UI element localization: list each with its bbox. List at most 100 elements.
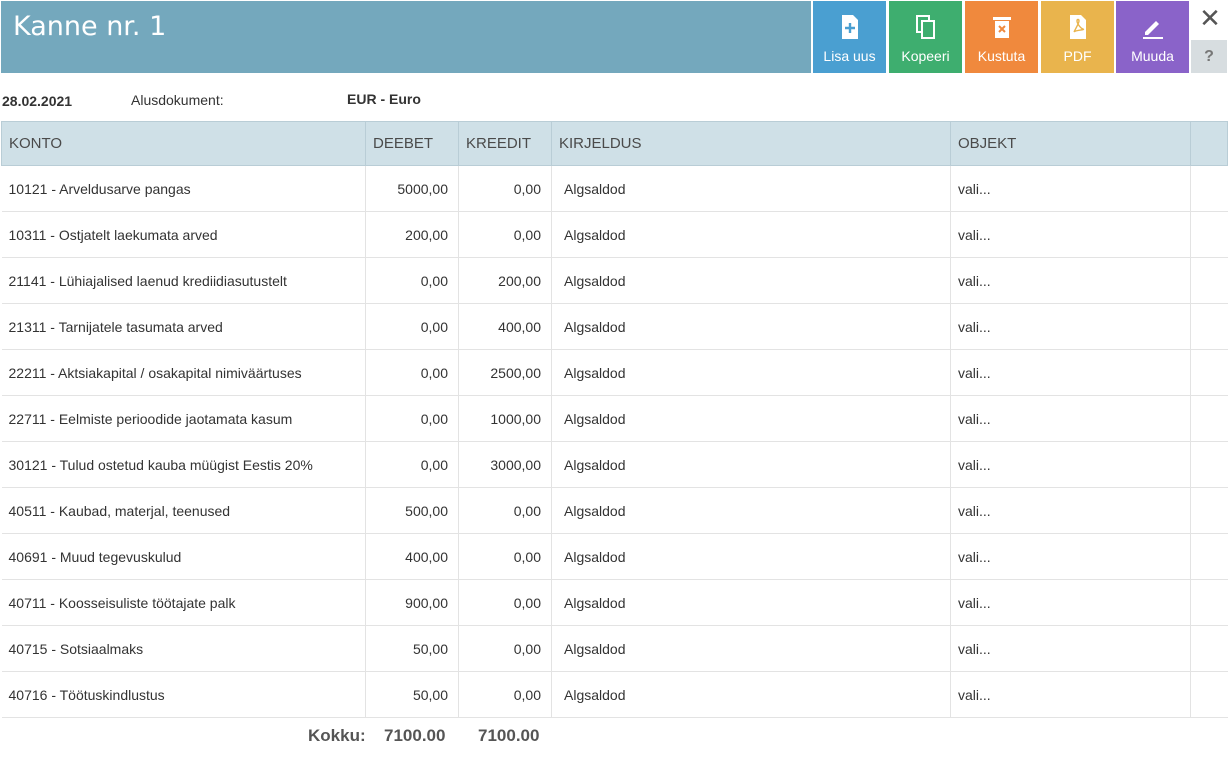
cell-kreedit: 0,00 <box>458 211 552 258</box>
row-spacer <box>1190 441 1228 488</box>
cell-deebet: 500,00 <box>365 487 459 534</box>
cell-kreedit: 0,00 <box>458 487 552 534</box>
cell-kirjeldus: Algsaldod <box>551 579 951 626</box>
edit-label: Muuda <box>1131 48 1174 64</box>
cell-deebet: 0,00 <box>365 395 459 442</box>
column-header-kirjeldus[interactable]: KIRJELDUS <box>551 121 951 166</box>
cell-kirjeldus: Algsaldod <box>551 165 951 212</box>
table-row[interactable]: 22711 - Eelmiste perioodide jaotamata ka… <box>1 395 1228 442</box>
cell-kirjeldus: Algsaldod <box>551 625 951 672</box>
cell-deebet: 50,00 <box>365 671 459 718</box>
cell-objekt[interactable]: vali... <box>950 257 1191 304</box>
column-header-konto[interactable]: KONTO <box>1 121 366 166</box>
cell-kirjeldus: Algsaldod <box>551 533 951 580</box>
cell-objekt[interactable]: vali... <box>950 395 1191 442</box>
table-header-row: KONTO DEEBET KREEDIT KIRJELDUS OBJEKT <box>1 121 1228 166</box>
cell-kreedit: 0,00 <box>458 165 552 212</box>
add-new-button[interactable]: Lisa uus <box>813 1 886 73</box>
pdf-label: PDF <box>1063 48 1092 64</box>
totals-label: Kokku: <box>308 726 366 745</box>
cell-objekt[interactable]: vali... <box>950 211 1191 258</box>
column-header-objekt[interactable]: OBJEKT <box>950 121 1191 166</box>
cell-konto: 40691 - Muud tegevuskulud <box>1 533 366 580</box>
cell-deebet: 400,00 <box>365 533 459 580</box>
row-spacer <box>1190 487 1228 534</box>
cell-konto: 10121 - Arveldusarve pangas <box>1 165 366 212</box>
cell-kirjeldus: Algsaldod <box>551 487 951 534</box>
pencil-icon <box>1142 21 1163 39</box>
delete-button[interactable]: Kustuta <box>965 1 1038 73</box>
edit-button[interactable]: Muuda <box>1116 1 1189 73</box>
row-spacer <box>1190 211 1228 258</box>
table-row[interactable]: 40691 - Muud tegevuskulud 400,00 0,00 Algsa… <box>1 533 1228 580</box>
cell-konto: 21311 - Tarnijatele tasumata arved <box>1 303 366 350</box>
row-spacer <box>1190 533 1228 580</box>
cell-objekt[interactable]: vali... <box>950 579 1191 626</box>
cell-objekt[interactable]: vali... <box>950 441 1191 488</box>
total-deebet: 7100.00 <box>384 726 446 745</box>
cell-kirjeldus: Algsaldod <box>551 441 951 488</box>
cell-kreedit: 200,00 <box>458 257 552 304</box>
cell-deebet: 0,00 <box>365 349 459 396</box>
row-spacer <box>1190 395 1228 442</box>
total-kreedit: 7100.00 <box>478 726 540 745</box>
table-row[interactable]: 40511 - Kaubad, materjal, teenused 500,00… <box>1 487 1228 534</box>
add-new-label: Lisa uus <box>823 48 876 64</box>
cell-deebet: 0,00 <box>365 257 459 304</box>
cell-kreedit: 400,00 <box>458 303 552 350</box>
table-row[interactable]: 21311 - Tarnijatele tasumata arved 0,00 40… <box>1 303 1228 350</box>
pdf-button[interactable]: PDF <box>1041 1 1114 73</box>
table-row[interactable]: 21141 - Lühiajalised laenud krediidiasut… <box>1 257 1228 304</box>
cell-konto: 30121 - Tulud ostetud kauba müügist Eest… <box>1 441 366 488</box>
cell-konto: 21141 - Lühiajalised laenud krediidiasut… <box>1 257 366 304</box>
cell-kreedit: 2500,00 <box>458 349 552 396</box>
source-document-label: Alusdokument: <box>131 92 224 108</box>
table-row[interactable]: 10121 - Arveldusarve pangas 5000,00 0,00 Al… <box>1 165 1228 212</box>
cell-objekt[interactable]: vali... <box>950 625 1191 672</box>
column-header-deebet[interactable]: DEEBET <box>365 121 459 166</box>
row-spacer <box>1190 165 1228 212</box>
table-row[interactable]: 40716 - Töötuskindlustus 50,00 0,00 Algsald… <box>1 671 1228 718</box>
entries-table: KONTO DEEBET KREEDIT KIRJELDUS OBJEKT 10… <box>1 121 1228 718</box>
column-header-kreedit[interactable]: KREEDIT <box>458 121 552 166</box>
cell-kirjeldus: Algsaldod <box>551 395 951 442</box>
cell-kirjeldus: Algsaldod <box>551 349 951 396</box>
table-row[interactable]: 22211 - Aktsiakapital / osakapital nimiv… <box>1 349 1228 396</box>
cell-kirjeldus: Algsaldod <box>551 211 951 258</box>
row-spacer <box>1190 349 1228 396</box>
cell-konto: 22211 - Aktsiakapital / osakapital nimiv… <box>1 349 366 396</box>
table-row[interactable]: 40715 - Sotsiaalmaks 50,00 0,00 Algsaldod va… <box>1 625 1228 672</box>
row-spacer <box>1190 671 1228 718</box>
cell-objekt[interactable]: vali... <box>950 671 1191 718</box>
table-row[interactable]: 40711 - Koosseisuliste töötajate palk 900… <box>1 579 1228 626</box>
cell-konto: 40711 - Koosseisuliste töötajate palk <box>1 579 366 626</box>
copy-button[interactable]: Kopeeri <box>889 1 962 73</box>
cell-objekt[interactable]: vali... <box>950 349 1191 396</box>
cell-deebet: 5000,00 <box>365 165 459 212</box>
table-row[interactable]: 10311 - Ostjatelt laekumata arved 200,00 0… <box>1 211 1228 258</box>
trash-icon <box>992 17 1011 38</box>
cell-konto: 10311 - Ostjatelt laekumata arved <box>1 211 366 258</box>
help-button[interactable]: ? <box>1191 40 1227 73</box>
column-header-spacer <box>1190 121 1228 166</box>
close-icon[interactable]: ✕ <box>1199 3 1221 33</box>
cell-kreedit: 1000,00 <box>458 395 552 442</box>
cell-kreedit: 0,00 <box>458 579 552 626</box>
cell-kreedit: 3000,00 <box>458 441 552 488</box>
cell-objekt[interactable]: vali... <box>950 487 1191 534</box>
cell-objekt[interactable]: vali... <box>950 165 1191 212</box>
cell-objekt[interactable]: vali... <box>950 303 1191 350</box>
copy-label: Kopeeri <box>901 48 950 64</box>
cell-konto: 40715 - Sotsiaalmaks <box>1 625 366 672</box>
document-date: 28.02.2021 <box>2 93 73 109</box>
copy-icon <box>915 15 935 39</box>
cell-konto: 22711 - Eelmiste perioodide jaotamata ka… <box>1 395 366 442</box>
cell-objekt[interactable]: vali... <box>950 533 1191 580</box>
cell-deebet: 200,00 <box>365 211 459 258</box>
cell-deebet: 50,00 <box>365 625 459 672</box>
cell-deebet: 900,00 <box>365 579 459 626</box>
header-bar: Kanne nr. 1 <box>1 1 811 73</box>
cell-konto: 40716 - Töötuskindlustus <box>1 671 366 718</box>
table-row[interactable]: 30121 - Tulud ostetud kauba müügist Eest… <box>1 441 1228 488</box>
cell-kirjeldus: Algsaldod <box>551 671 951 718</box>
